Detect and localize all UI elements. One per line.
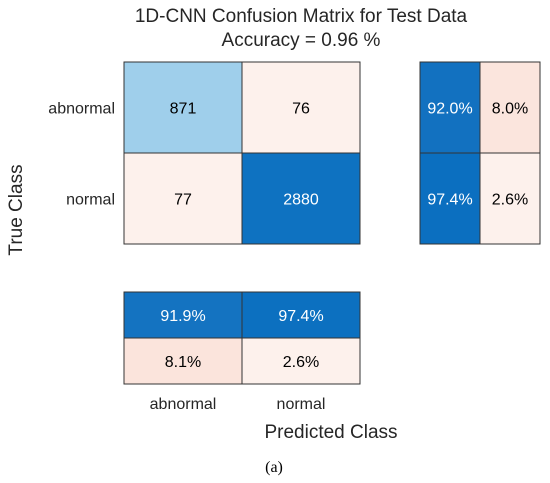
x-tick-label-abnormal: abnormal — [150, 396, 217, 413]
column-summary-1-0-label: 8.1% — [165, 354, 201, 371]
column-summary-0-0-label: 91.9% — [160, 308, 205, 325]
matrix-normal-abnormal-label: 77 — [174, 192, 192, 209]
chart-subtitle: Accuracy = 0.96 % — [222, 30, 381, 51]
matrix-abnormal-normal-label: 76 — [292, 101, 310, 118]
column-summary-1-1-cell — [241, 337, 361, 385]
figure-caption: (a) — [265, 459, 283, 476]
row-summary-0-1-label: 8.0% — [492, 101, 528, 118]
row-summary-1-0-cell — [419, 152, 481, 245]
matrix-abnormal-abnormal-cell — [123, 61, 243, 154]
row-summary-1-0-label: 97.4% — [427, 192, 472, 209]
matrix-normal-normal-label: 2880 — [283, 192, 319, 209]
column-summary-0-1-label: 97.4% — [278, 308, 323, 325]
row-summary-0-0-label: 92.0% — [427, 101, 472, 118]
y-tick-label-abnormal: abnormal — [48, 101, 115, 118]
column-summary-1-1-label: 2.6% — [283, 354, 319, 371]
row-summary-1-1-label: 2.6% — [492, 192, 528, 209]
row-summary-0-1-cell — [479, 61, 541, 154]
matrix-abnormal-normal-cell — [241, 61, 361, 154]
row-summary-1-1-cell — [479, 152, 541, 245]
matrix-normal-normal-cell — [241, 152, 361, 245]
matrix-abnormal-abnormal-label: 871 — [170, 101, 197, 118]
x-axis-label: Predicted Class — [264, 422, 397, 443]
y-axis-label: True Class — [6, 164, 27, 255]
chart-title: 1D-CNN Confusion Matrix for Test Data — [135, 6, 468, 27]
column-summary-0-1-cell — [241, 291, 361, 339]
x-tick-label-normal: normal — [277, 396, 326, 413]
matrix-normal-abnormal-cell — [123, 152, 243, 245]
y-tick-label-normal: normal — [66, 192, 115, 209]
